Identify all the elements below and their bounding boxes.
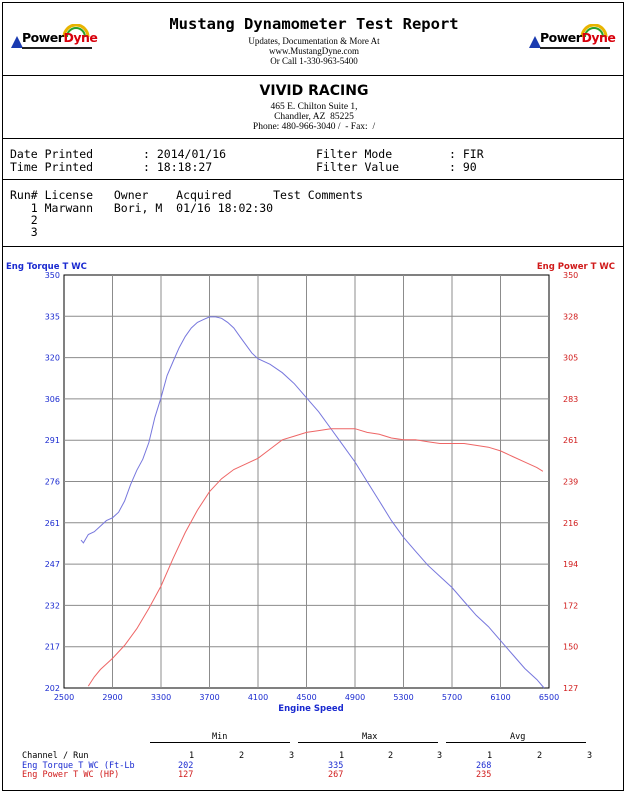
run-col: 2 (537, 751, 543, 761)
max-rule (298, 742, 438, 743)
shop-name: VIVID RACING (259, 83, 369, 99)
run-col: 3 (587, 751, 593, 761)
divider (2, 179, 624, 180)
header-line: Updates, Documentation & More At (248, 36, 380, 46)
power-avg: 235 (476, 770, 492, 780)
x-tick-label: 4900 (345, 693, 365, 702)
x-tick-label: 4500 (296, 693, 316, 702)
left-tick-label: 202 (45, 684, 60, 693)
torque-row-name: Eng Torque T WC (Ft-Lb (22, 761, 135, 771)
x-tick-label: 6500 (539, 693, 559, 702)
avg-header: Avg (510, 732, 526, 742)
right-tick-label: 283 (563, 395, 578, 404)
date-printed-label: Date Printed (10, 147, 94, 161)
run-col: 1 (339, 751, 345, 761)
run-col: 1 (189, 751, 195, 761)
x-tick-label: 4100 (248, 693, 268, 702)
run-row: 3 (10, 225, 38, 239)
run-col: 3 (289, 751, 295, 761)
left-tick-label: 247 (45, 560, 60, 569)
runs-header: Run# License Owner Acquired Test Comment… (10, 188, 364, 202)
divider (2, 138, 624, 139)
swoosh-icon (529, 36, 541, 48)
time-printed-value: : 18:18:27 (143, 160, 213, 174)
left-tick-label: 320 (45, 354, 60, 363)
right-tick-label: 172 (563, 601, 578, 610)
dyno-chart: Eng Torque T WC Eng Power T WC Engine Sp… (6, 262, 615, 714)
power-max: 267 (328, 770, 344, 780)
logo-word: PowerDyne (540, 30, 616, 45)
divider (2, 75, 624, 76)
run-row: 2 (10, 213, 38, 227)
min-rule (150, 742, 290, 743)
power-series-line (87, 428, 544, 687)
right-tick-label: 216 (563, 519, 578, 528)
right-tick-label: 150 (563, 643, 578, 652)
max-header: Max (362, 732, 378, 742)
power-row-name: Eng Power T WC (HP) (22, 770, 120, 780)
shop-address-1: 465 E. Chilton Suite 1, (270, 102, 358, 112)
right-tick-label: 239 (563, 478, 578, 487)
run-col: 3 (437, 751, 443, 761)
powerdyne-logo-right: PowerDyne (528, 24, 616, 54)
header-phone: Or Call 1-330-963-5400 (270, 56, 358, 66)
left-tick-label: 335 (45, 312, 60, 321)
power-min: 127 (178, 770, 194, 780)
run-col: 2 (388, 751, 394, 761)
right-tick-label: 194 (563, 560, 578, 569)
left-tick-label: 261 (45, 519, 60, 528)
left-tick-label: 232 (45, 601, 60, 610)
x-tick-label: 2900 (102, 693, 122, 702)
swoosh-icon (11, 36, 23, 48)
left-tick-label: 306 (45, 395, 60, 404)
right-tick-label: 328 (563, 312, 578, 321)
min-header: Min (212, 732, 228, 742)
x-tick-label: 5300 (393, 693, 413, 702)
rainbow-arc-icon (62, 24, 90, 38)
left-tick-label: 276 (45, 478, 60, 487)
x-tick-label: 2500 (54, 693, 74, 702)
left-tick-label: 291 (45, 436, 60, 445)
report-title: Mustang Dynamometer Test Report (169, 15, 459, 33)
right-axis-label: Eng Power T WC (537, 262, 615, 272)
logo-word: PowerDyne (22, 30, 98, 45)
time-printed-label: Time Printed (10, 160, 94, 174)
right-tick-label: 305 (563, 354, 578, 363)
filter-value-value: : 90 (449, 160, 477, 174)
right-tick-label: 261 (563, 436, 578, 445)
filter-value-label: Filter Value (316, 160, 400, 174)
logo-underline (540, 47, 610, 49)
rainbow-arc-icon (580, 24, 608, 38)
avg-rule (446, 742, 586, 743)
powerdyne-logo-left: PowerDyne (10, 24, 98, 54)
torque-avg: 268 (476, 761, 492, 771)
right-tick-label: 350 (563, 271, 578, 280)
run-row: 1 Marwann Bori, M 01/16 18:02:30 (10, 201, 274, 215)
channel-run-header: Channel / Run (22, 751, 89, 761)
filter-mode-value: : FIR (449, 147, 484, 161)
left-axis-label: Eng Torque T WC (6, 262, 87, 272)
shop-phone: Phone: 480-966-3040 / - Fax: / (252, 122, 376, 132)
header-website: www.MustangDyne.com (269, 46, 359, 56)
torque-series-line (80, 316, 545, 689)
left-tick-label: 350 (45, 271, 60, 280)
x-axis-label: Engine Speed (278, 704, 343, 714)
date-printed-value: : 2014/01/16 (143, 147, 227, 161)
x-tick-label: 3300 (151, 693, 171, 702)
shop-address-2: Chandler, AZ 85225 (274, 112, 354, 122)
right-tick-label: 127 (563, 684, 578, 693)
divider (2, 246, 624, 247)
x-tick-label: 5700 (442, 693, 462, 702)
logo-underline (22, 47, 92, 49)
left-tick-label: 217 (45, 643, 60, 652)
x-tick-label: 3700 (199, 693, 219, 702)
run-col: 1 (487, 751, 493, 761)
run-col: 2 (239, 751, 245, 761)
x-tick-label: 6100 (490, 693, 510, 702)
filter-mode-label: Filter Mode (316, 147, 393, 161)
torque-max: 335 (328, 761, 344, 771)
torque-min: 202 (178, 761, 194, 771)
